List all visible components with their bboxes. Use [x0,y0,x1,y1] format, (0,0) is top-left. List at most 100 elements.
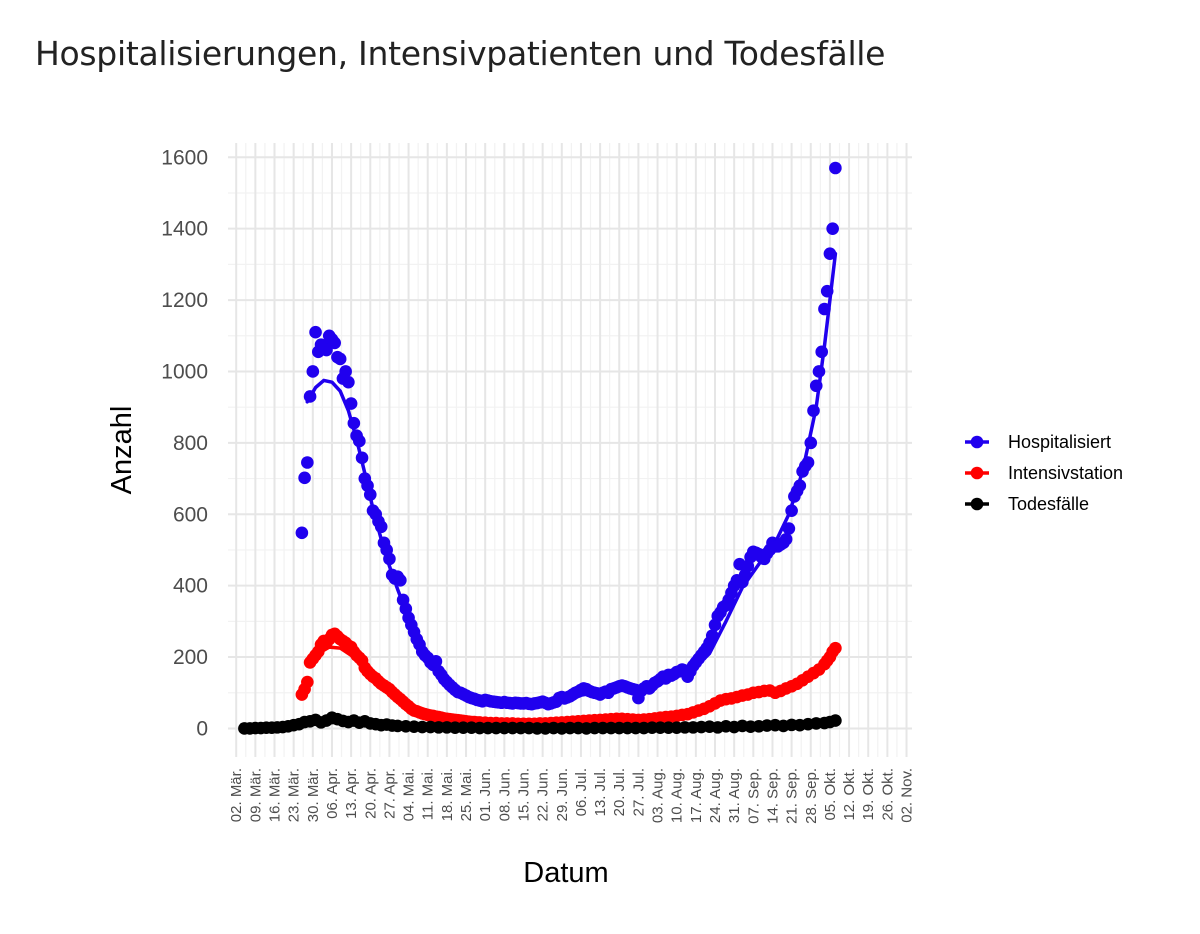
x-tick-label: 02. Mär. [228,768,245,822]
point-0 [342,375,355,389]
y-tick-label: 1400 [161,218,208,241]
point-0 [820,284,834,298]
x-tick-label: 25. Mai. [458,768,475,821]
y-tick-label: 1600 [161,146,208,169]
x-tick-label: 13. Apr. [343,768,360,819]
chart-title: Hospitalisierungen, Intensivpatienten un… [35,34,886,73]
point-0 [829,161,842,175]
point-0 [807,404,820,418]
x-tick-label: 15. Jun. [515,768,532,821]
y-tick-label: 800 [173,432,208,455]
x-tick-label: 07. Sep. [745,768,762,824]
x-tick-label: 08. Jun. [496,768,513,821]
point-0 [809,379,823,393]
legend-label: Intensivstation [1008,463,1123,483]
point-0 [782,522,796,535]
point-0 [353,434,366,448]
x-tick-label: 22. Jun. [535,768,552,821]
x-tick-label: 27. Apr. [381,768,398,819]
point-2 [829,714,842,727]
x-tick-label: 16. Mär. [267,768,284,822]
x-tick-label: 13. Jul. [592,768,609,816]
point-0 [333,352,347,366]
x-tick-label: 24. Aug. [707,768,724,823]
grid-minor [228,143,912,757]
point-0 [705,629,719,642]
point-0 [301,456,314,469]
legend: Hospitalisiert Intensivstation Todesfälle [965,432,1123,514]
point-0 [804,436,818,450]
x-axis-ticks: 02. Mär. 09. Mär. 16. Mär. 23. Mär. 30. Mär.… [228,768,915,824]
x-tick-label: 27. Jul. [630,768,647,816]
point-0 [815,345,829,359]
x-tick-label: 17. Aug. [688,768,705,823]
point-0 [303,390,317,403]
x-tick-label: 20. Jul. [611,768,628,816]
x-tick-label: 04. Mai. [401,768,418,821]
point-1 [301,675,314,689]
x-axis-title: Datum [523,857,608,889]
point-0 [818,302,831,316]
x-tick-label: 03. Aug. [650,768,667,823]
point-0 [429,655,443,668]
x-tick-label: 06. Apr. [324,768,341,819]
x-tick-label: 10. Aug. [669,768,686,823]
x-tick-label: 05. Okt. [822,768,839,821]
y-tick-label: 1000 [161,360,208,383]
point-0 [344,397,358,410]
point-0 [339,365,352,378]
point-0 [785,504,798,517]
grid-major [228,143,912,757]
x-tick-label: 06. Jul. [573,768,590,816]
point-1 [829,641,842,655]
point-0 [306,365,320,378]
legend-label: Todesfälle [1008,494,1089,514]
y-tick-label: 600 [173,503,208,526]
point-0 [298,471,311,485]
x-tick-label: 09. Mär. [247,768,264,822]
point-0 [374,520,388,534]
point-0 [793,479,807,492]
x-tick-label: 31. Aug. [726,768,743,823]
point-0 [320,343,333,357]
y-tick-label: 0 [196,717,208,740]
x-tick-label: 12. Okt. [841,768,858,821]
point-0 [812,365,826,378]
y-tick-label: 1200 [161,289,208,312]
point-0 [394,573,407,587]
point-0 [309,325,322,339]
y-axis-ticks: 0 200 400 600 800 1000 1200 1400 1600 [161,146,208,740]
point-0 [363,488,377,501]
y-tick-label: 400 [173,575,208,598]
x-tick-label: 11. Mai. [420,768,437,820]
x-tick-label: 29. Jun. [554,768,571,821]
point-0 [295,526,309,540]
y-axis-title: Anzahl [106,406,138,495]
point-0 [347,416,361,430]
point-0 [779,532,793,546]
data-points [238,161,842,735]
legend-label: Hospitalisiert [1008,432,1111,452]
x-tick-label: 23. Mär. [286,768,303,822]
legend-key-dot [970,466,984,480]
x-tick-label: 01. Jun. [477,768,494,821]
x-tick-label: 02. Nov. [899,768,916,823]
x-tick-label: 18. Mai. [439,768,456,821]
point-0 [823,247,837,260]
x-tick-label: 21. Sep. [784,768,801,824]
point-0 [383,552,396,566]
legend-key-dot [970,435,984,449]
x-tick-label: 26. Okt. [879,768,896,821]
point-0 [355,451,369,465]
legend-key-dot [970,497,984,511]
x-tick-label: 14. Sep. [764,768,781,824]
x-tick-label: 30. Mär. [305,768,322,822]
x-tick-label: 20. Apr. [362,768,379,819]
point-0 [826,222,839,235]
point-0 [328,336,342,350]
y-tick-label: 200 [173,646,208,669]
x-tick-label: 28. Sep. [803,768,820,824]
x-tick-label: 19. Okt. [860,768,877,821]
point-0 [801,456,815,469]
